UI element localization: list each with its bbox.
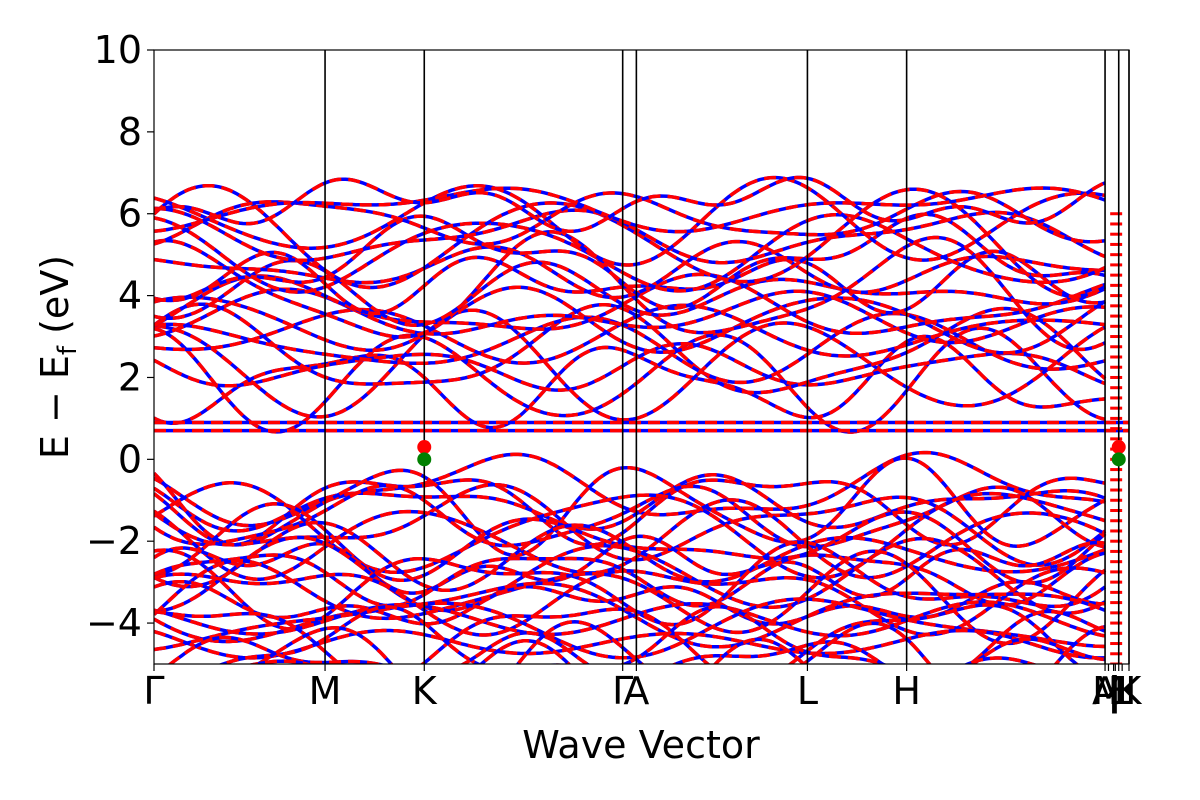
x-tick-label: L — [1108, 669, 1129, 713]
x-tick-label: M — [309, 669, 342, 713]
x-tick-label: | — [1107, 669, 1120, 714]
y-tick-label: 0 — [118, 437, 142, 481]
band-line-spin-down — [154, 230, 1106, 352]
x-tick-label: | — [1109, 669, 1122, 714]
x-tick-label: K — [1117, 669, 1143, 713]
band-line-spin-down — [154, 212, 1106, 310]
band-line-spin-down — [154, 549, 1107, 646]
x-axis: Γ M K ΓA L H ALM|H|K — [143, 664, 1143, 714]
band-extremum-marker — [1111, 440, 1126, 455]
x-tick-label: H — [892, 669, 921, 713]
band-line-spin-down — [154, 287, 1106, 345]
x-tick-label: M — [1092, 669, 1125, 713]
band-line-spin-down — [167, 631, 1106, 664]
y-tick-label: 4 — [118, 274, 142, 318]
plot-frame — [153, 49, 1130, 665]
band-line-spin-down — [154, 473, 1106, 533]
band-line-spin-down — [154, 551, 1106, 608]
y-tick-label: −2 — [86, 519, 142, 563]
x-tick-label: H — [1108, 669, 1137, 713]
band-line-spin-down — [154, 476, 1106, 547]
band-line-spin-down — [154, 186, 1106, 234]
band-line-spin-down — [154, 341, 1106, 392]
band-line-spin-down — [254, 620, 1106, 664]
x-tick-label: K — [412, 669, 438, 713]
band-line-spin-down — [154, 206, 1106, 265]
band-line-spin-down — [154, 258, 1106, 328]
band-line-spin-down — [154, 481, 1106, 580]
x-tick-label: A — [623, 669, 649, 713]
band-line-spin-down — [154, 498, 1106, 581]
x-tick-label: Γ — [612, 669, 633, 713]
x-tick-label: L — [797, 669, 818, 713]
y-axis-title-subscript: f — [53, 345, 83, 355]
band-extremum-marker — [417, 440, 432, 455]
y-axis-title: E − Ef (eV) — [33, 255, 83, 459]
y-tick-label: 8 — [118, 110, 142, 154]
x-tick-label: A — [1092, 669, 1118, 713]
band-line-spin-down — [154, 597, 1106, 660]
y-axis-title-main: E − E — [33, 355, 77, 459]
y-tick-label: −4 — [86, 601, 142, 645]
band-line-spin-down — [154, 334, 1106, 430]
band-line-spin-down — [154, 581, 1106, 649]
band-line-spin-down — [154, 213, 1106, 294]
band-line-spin-down — [154, 456, 1106, 557]
band-line-spin-down — [154, 535, 1106, 615]
marker-layer — [417, 440, 1126, 467]
band-line-spin-down — [154, 311, 1106, 385]
band-line-spin-down — [154, 189, 1106, 246]
band-extremum-marker — [1111, 452, 1126, 467]
y-axis: −4 −2 0 2 4 6 8 10 — [86, 28, 154, 645]
band-line-spin-down — [154, 239, 1106, 300]
x-axis-title: Wave Vector — [522, 723, 760, 767]
band-line-spin-down — [154, 308, 1106, 422]
band-line-spin-down — [154, 285, 1107, 355]
band-line-spin-down — [218, 604, 1106, 664]
y-tick-label: 2 — [118, 355, 142, 399]
band-line-spin-down — [154, 600, 1106, 638]
y-tick-label: 6 — [118, 192, 142, 236]
band-line-spin-down — [154, 175, 1106, 267]
band-line-spin-down — [154, 520, 1106, 593]
band-extremum-marker — [417, 452, 432, 467]
x-tick-label: Γ — [143, 669, 164, 713]
bands-layer — [154, 175, 1129, 664]
band-line-spin-down — [154, 603, 1080, 664]
band-line-spin-down — [154, 628, 1106, 660]
y-axis-title-unit: (eV) — [33, 255, 77, 346]
band-line-spin-down — [154, 534, 1106, 599]
y-tick-label: 10 — [94, 28, 142, 72]
band-line-spin-down — [154, 540, 1107, 631]
band-line-spin-down — [154, 303, 1106, 365]
band-line-spin-down — [154, 175, 1106, 234]
